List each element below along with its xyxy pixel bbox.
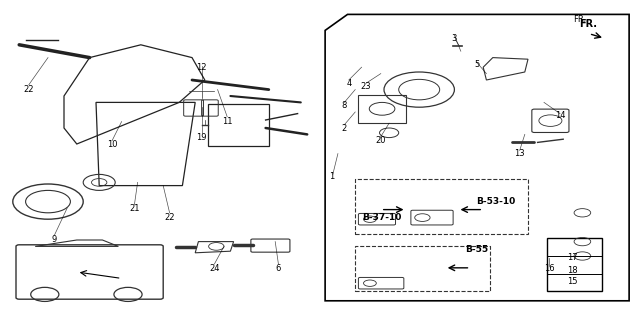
Text: 20: 20 — [375, 136, 385, 145]
Text: B-37-10: B-37-10 — [362, 213, 401, 222]
Text: 24: 24 — [209, 264, 220, 273]
Text: 11: 11 — [222, 117, 232, 126]
Text: 21: 21 — [129, 204, 140, 212]
Text: 13: 13 — [515, 149, 525, 158]
Text: 22: 22 — [24, 85, 34, 94]
Text: 15: 15 — [568, 277, 578, 286]
Text: 12: 12 — [196, 63, 207, 72]
Text: 23: 23 — [361, 82, 371, 91]
Text: 1: 1 — [329, 172, 334, 180]
Text: 22: 22 — [164, 213, 175, 222]
Text: 2: 2 — [342, 124, 347, 132]
Text: 18: 18 — [568, 266, 578, 275]
Text: 17: 17 — [568, 253, 578, 262]
Text: 10: 10 — [107, 140, 117, 148]
Text: 5: 5 — [474, 60, 479, 68]
Text: FR.: FR. — [573, 15, 586, 24]
Text: 4: 4 — [346, 79, 351, 88]
Text: 9: 9 — [52, 236, 57, 244]
Text: 16: 16 — [544, 264, 554, 273]
Text: 6: 6 — [276, 264, 281, 273]
Text: 3: 3 — [452, 34, 457, 43]
Bar — [355, 246, 490, 291]
Text: 14: 14 — [555, 111, 565, 120]
Text: 19: 19 — [196, 133, 207, 142]
Bar — [547, 238, 602, 291]
Text: 8: 8 — [342, 101, 347, 110]
Text: B-53-10: B-53-10 — [476, 197, 516, 206]
Bar — [355, 179, 528, 234]
Text: B-55: B-55 — [465, 245, 488, 254]
Text: FR.: FR. — [579, 19, 597, 29]
